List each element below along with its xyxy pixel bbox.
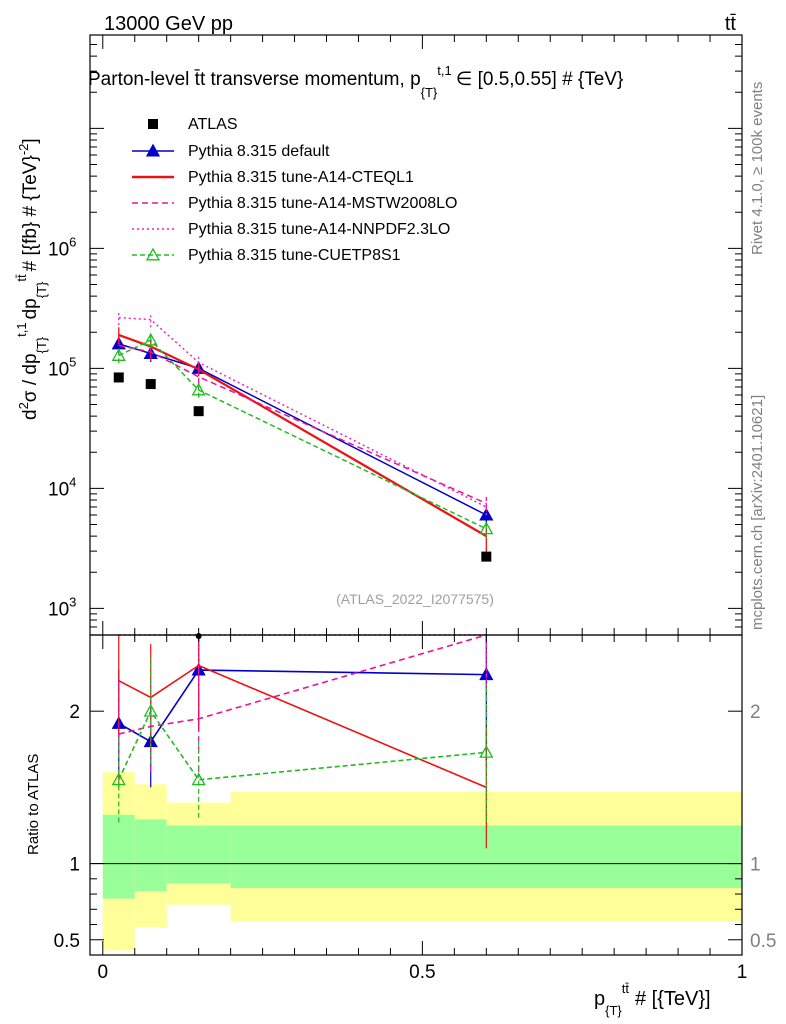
rivet-version-label: Rivet 4.1.0, ≥ 100k events <box>749 82 766 255</box>
legend-label: Pythia 8.315 tune-A14-MSTW2008LO <box>188 195 457 212</box>
header-energy: 13000 GeV pp <box>104 13 233 35</box>
marker-pythia-8-315-tune-cuetp8s1 <box>191 382 206 396</box>
x-axis-label: p{T}tt̄ # [{TeV}] <box>594 981 711 1018</box>
ratio-tick-label-right: 2 <box>750 702 761 723</box>
ratio-line-pythia-8-315-tune-cuetp8s1 <box>118 709 487 781</box>
atlas-data-point <box>193 406 204 417</box>
legend-marker <box>145 143 161 157</box>
marker-pythia-8-315-tune-cuetp8s1 <box>479 521 494 535</box>
x-tick-label: 0.5 <box>409 962 435 983</box>
ratio-line-pythia-8-315-tune-a14-cteql1 <box>118 664 487 789</box>
ratio-band-inner <box>134 819 167 891</box>
ratio-line-pythia-8-315-tune-a14-mstw2008lo <box>118 634 487 735</box>
y-tick-label: 103 <box>48 594 76 620</box>
ratio-band-inner <box>102 814 135 899</box>
ratio-marker-pythia-8-315-tune-cuetp8s1 <box>191 772 206 786</box>
series-line-pythia-8-315-tune-a14-mstw2008lo <box>118 344 487 505</box>
mcplots-label: mcplots.cern.ch [arXiv:2401.10621] <box>749 395 766 630</box>
series-line-pythia-8-315-tune-a14-nnpdf2-3lo <box>118 316 487 508</box>
ratio-tick-label: 0.5 <box>54 931 80 952</box>
plot-title: Parton-level t̄t transverse momentum, p{… <box>88 63 623 100</box>
ratio-tick-label: 2 <box>69 702 80 723</box>
x-tick-label: 1 <box>737 962 748 983</box>
legend-atlas-label: ATLAS <box>188 116 238 133</box>
series-line-pythia-8-315-default <box>118 343 487 516</box>
atlas-data-point <box>113 372 124 383</box>
legend-label: Pythia 8.315 tune-A14-CTEQL1 <box>188 169 414 186</box>
series-line-pythia-8-315-tune-cuetp8s1 <box>118 339 487 530</box>
ratio-band-inner <box>166 825 231 884</box>
y-tick-label: 105 <box>48 354 76 380</box>
legend-atlas-marker <box>148 119 158 129</box>
x-tick-label: 0 <box>97 962 108 983</box>
ratio-marker-pythia-8-315-tune-cuetp8s1 <box>479 744 494 758</box>
ratio-plot-frame <box>89 634 743 956</box>
legend-label: Pythia 8.315 tune-A14-NNPDF2.3LO <box>188 221 450 238</box>
ratio-tick-label: 1 <box>69 855 80 876</box>
ratio-y-axis-label: Ratio to ATLAS <box>25 754 42 855</box>
atlas-data-point <box>145 379 156 390</box>
main-y-axis-label: d2σ / dp{T}t,1dp{T}tt̄# [{fb} # {TeV}-2] <box>14 138 49 420</box>
ratio-marker-pythia-8-315-tune-cuetp8s1 <box>143 703 158 717</box>
legend-label: Pythia 8.315 default <box>188 143 330 160</box>
marker-pythia-8-315-tune-cuetp8s1 <box>143 332 158 346</box>
legend-label: Pythia 8.315 tune-CUETP8S1 <box>188 247 401 264</box>
analysis-watermark: (ATLAS_2022_I2077575) <box>336 591 494 607</box>
series-line-pythia-8-315-tune-a14-cteql1 <box>118 333 487 538</box>
ratio-tick-label-right: 1 <box>750 855 761 876</box>
legend-marker <box>145 247 161 261</box>
marker-pythia-8-315-tune-cuetp8s1 <box>111 348 126 361</box>
header-process: tt̄ <box>725 13 737 35</box>
y-tick-label: 106 <box>48 234 76 260</box>
ratio-marker-pythia-8-315-tune-cuetp8s1 <box>111 772 126 786</box>
y-tick-label: 104 <box>48 474 76 500</box>
atlas-data-point <box>481 551 492 562</box>
ratio-line-pythia-8-315-default <box>118 669 487 743</box>
ratio-tick-label-right: 0.5 <box>750 931 776 952</box>
